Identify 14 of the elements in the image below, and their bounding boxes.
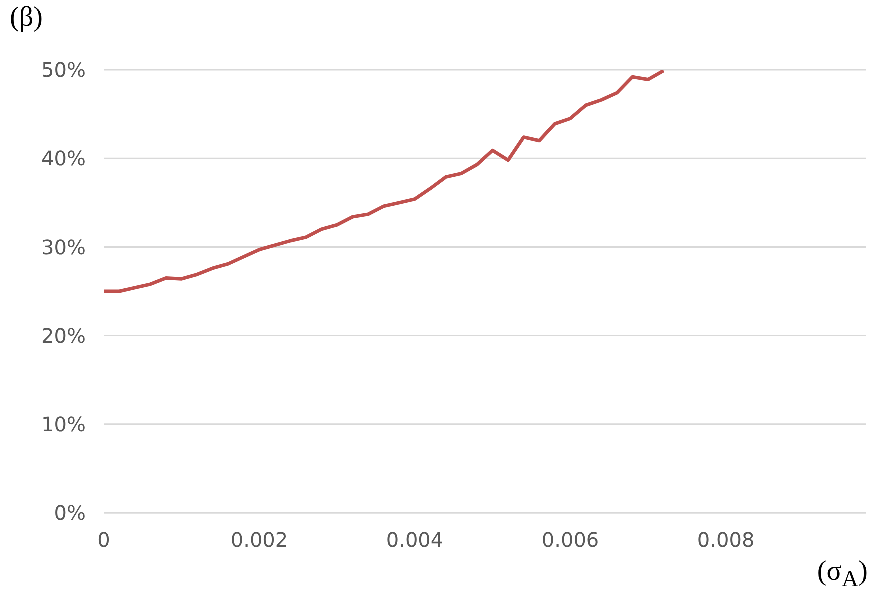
y-tick-label: 20%	[42, 324, 86, 348]
x-axis-title: (σ$_{A}$)	[817, 556, 868, 594]
line-series	[104, 70, 666, 294]
y-tick-label: 50%	[42, 58, 86, 82]
x-tick-label: 0.002	[230, 528, 288, 552]
x-tick-label: 0.006	[542, 528, 600, 552]
y-axis-title: (β)	[10, 2, 43, 34]
x-tick-label: 0.008	[697, 528, 755, 552]
y-tick-label: 40%	[42, 146, 86, 171]
y-tick-label: 10%	[42, 412, 86, 436]
x-tick-label: 0	[98, 528, 110, 552]
y-tick-label: 30%	[42, 235, 86, 260]
x-tick-label: 0.004	[386, 528, 444, 552]
y-tick-label: 0%	[54, 501, 86, 526]
